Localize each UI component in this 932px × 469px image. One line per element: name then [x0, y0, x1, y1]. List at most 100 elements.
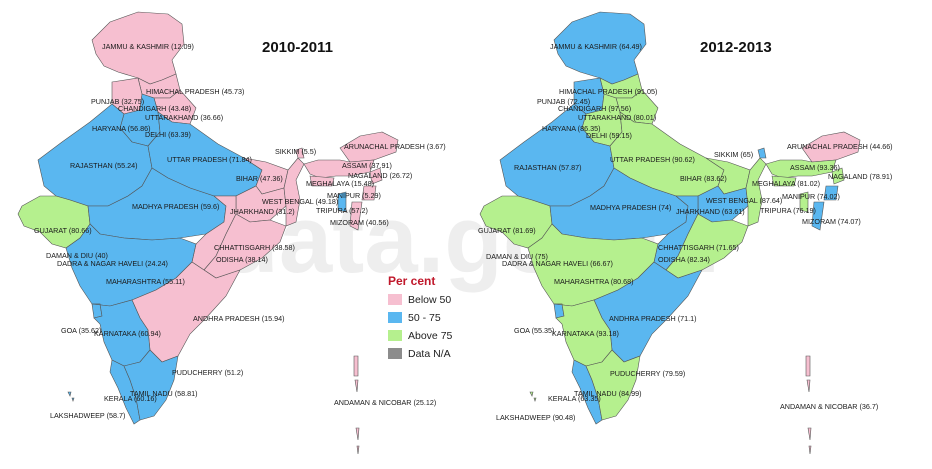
label-goa: GOA (55.35) [514, 326, 554, 335]
label-goa: GOA (35.62) [61, 326, 101, 335]
label-tripura: TRIPURA (57.2) [316, 206, 368, 215]
label-himachal: HIMACHAL PRADESH (91.05) [559, 87, 657, 96]
region-odisha [665, 213, 749, 279]
legend-swatch-below-50 [388, 294, 402, 305]
label-jammu-kashmir: JAMMU & KASHMIR (64.49) [550, 42, 642, 51]
label-lakshadweep: LAKSHADWEEP (90.48) [496, 413, 575, 422]
label-mizoram: MIZORAM (40.56) [330, 218, 389, 227]
region-lakshadweep [67, 391, 75, 402]
label-lakshadweep: LAKSHADWEEP (58.7) [50, 411, 125, 420]
label-uttar-pradesh: UTTAR PRADESH (71.84) [167, 155, 252, 164]
legend-label-data-na: Data N/A [408, 348, 451, 360]
region-manipur [361, 185, 377, 201]
label-karnataka: KARNATAKA (93.18) [552, 329, 619, 338]
label-meghalaya: MEGHALAYA (15.48) [306, 179, 374, 188]
label-madhya-pradesh: MADHYA PRADESH (74) [590, 203, 671, 212]
region-west-bengal [283, 157, 305, 227]
legend-label-50-75: 50 - 75 [408, 312, 441, 324]
label-meghalaya: MEGHALAYA (81.02) [752, 179, 820, 188]
region-tripura [337, 191, 347, 213]
legend: Per cent Below 50 50 - 75 Above 75 Data … [388, 274, 453, 360]
label-nagaland: NAGALAND (26.72) [348, 171, 412, 180]
map-title-right: 2012-2013 [700, 39, 772, 56]
legend-swatch-above-75 [388, 330, 402, 341]
label-assam: ASSAM (93.36) [790, 163, 840, 172]
region-manipur [823, 185, 839, 201]
label-bihar: BIHAR (83.62) [680, 174, 727, 183]
label-arunachal: ARUNACHAL PRADESH (44.66) [787, 142, 893, 151]
label-rajasthan: RAJASTHAN (55.24) [70, 161, 138, 170]
labels-2012-2013: JAMMU & KASHMIR (64.49) HIMACHAL PRADESH… [478, 42, 893, 422]
label-west-bengal: WEST BENGAL (49.18) [262, 197, 338, 206]
legend-swatch-50-75 [388, 312, 402, 323]
region-nagaland [369, 167, 383, 185]
region-sikkim [757, 147, 767, 159]
region-meghalaya [771, 175, 797, 187]
region-tamil-nadu [585, 349, 641, 421]
label-chhattisgarh: CHHATTISGARH (71.65) [658, 243, 739, 252]
region-sikkim [295, 147, 305, 159]
label-haryana: HARYANA (56.86) [92, 124, 150, 133]
label-delhi: DELHI (59.15) [586, 131, 632, 140]
label-jharkhand: JHARKHAND (63.61) [676, 207, 745, 216]
label-punjab: PUNJAB (72.45) [537, 97, 590, 106]
label-west-bengal: WEST BENGAL (87.64) [706, 196, 782, 205]
labels-2010-2011: JAMMU & KASHMIR (12.09) HIMACHAL PRADESH… [34, 42, 446, 420]
region-mizoram [811, 201, 825, 231]
region-tamil-nadu [123, 349, 179, 421]
label-rajasthan: RAJASTHAN (57.87) [514, 163, 582, 172]
region-odisha [203, 213, 287, 279]
map-2012-2013 [479, 11, 861, 455]
label-chandigarh: CHANDIGARH (97.56) [558, 104, 631, 113]
label-uttarakhand: UTTARAKHAND (36.66) [145, 113, 223, 122]
legend-swatch-data-na [388, 348, 402, 359]
label-chhattisgarh: CHHATTISGARH (38.58) [214, 243, 295, 252]
region-mizoram [349, 201, 363, 231]
legend-label-above-75: Above 75 [408, 330, 453, 342]
label-andhra-pradesh: ANDHRA PRADESH (71.1) [609, 314, 696, 323]
label-nagaland: NAGALAND (78.91) [828, 172, 892, 181]
label-kerala: KERALA (60.16) [104, 394, 157, 403]
label-tripura: TRIPURA (76.19) [760, 206, 816, 215]
label-delhi: DELHI (63.39) [145, 130, 191, 139]
label-uttar-pradesh: UTTAR PRADESH (90.62) [610, 155, 695, 164]
label-odisha: ODISHA (38.14) [216, 255, 268, 264]
legend-title: Per cent [388, 274, 435, 288]
label-tamil-nadu: TAMIL NADU (58.81) [130, 389, 198, 398]
label-punjab: PUNJAB (32.75) [91, 97, 144, 106]
label-puducherry: PUDUCHERRY (79.59) [610, 369, 685, 378]
label-tamil-nadu: TAMIL NADU (84.99) [574, 389, 642, 398]
label-odisha: ODISHA (82.34) [658, 255, 710, 264]
map-title-left: 2010-2011 [262, 39, 333, 56]
label-assam: ASSAM (37.91) [342, 161, 392, 170]
label-arunachal: ARUNACHAL PRADESH (3.67) [344, 142, 446, 151]
label-chandigarh: CHANDIGARH (43.48) [118, 104, 191, 113]
label-daman-diu: DAMAN & DIU (75) [486, 252, 548, 261]
label-andaman-nicobar: ANDAMAN & NICOBAR (25.12) [334, 398, 436, 407]
region-lakshadweep [529, 391, 537, 402]
label-maharashtra: MAHARASHTRA (80.68) [554, 277, 633, 286]
region-tripura [799, 191, 809, 213]
label-himachal: HIMACHAL PRADESH (45.73) [146, 87, 244, 96]
label-gujarat: GUJARAT (81.69) [478, 226, 536, 235]
label-dadra-nagar-haveli: DADRA & NAGAR HAVELI (24.24) [57, 259, 168, 268]
region-andaman-nicobar [805, 355, 812, 455]
region-west-bengal [745, 157, 767, 227]
label-daman-diu: DAMAN & DIU (40) [46, 251, 108, 260]
label-mizoram: MIZORAM (74.07) [802, 217, 861, 226]
label-puducherry: PUDUCHERRY (51.2) [172, 368, 243, 377]
label-kerala: KERALA (63.35) [548, 394, 601, 403]
label-jammu-kashmir: JAMMU & KASHMIR (12.09) [102, 42, 194, 51]
label-karnataka: KARNATAKA (60.94) [94, 329, 161, 338]
region-nagaland [831, 167, 845, 185]
label-gujarat: GUJARAT (80.66) [34, 226, 92, 235]
label-madhya-pradesh: MADHYA PRADESH (59.6) [132, 202, 219, 211]
label-sikkim: SIKKIM (5.5) [275, 147, 316, 156]
label-manipur: MANIPUR (74.02) [782, 192, 840, 201]
label-uttarakhand: UTTARAKHAND (80.01) [578, 113, 656, 122]
region-andaman-nicobar [353, 355, 360, 455]
label-sikkim: SIKKIM (65) [714, 150, 753, 159]
label-bihar: BIHAR (47.36) [236, 174, 283, 183]
